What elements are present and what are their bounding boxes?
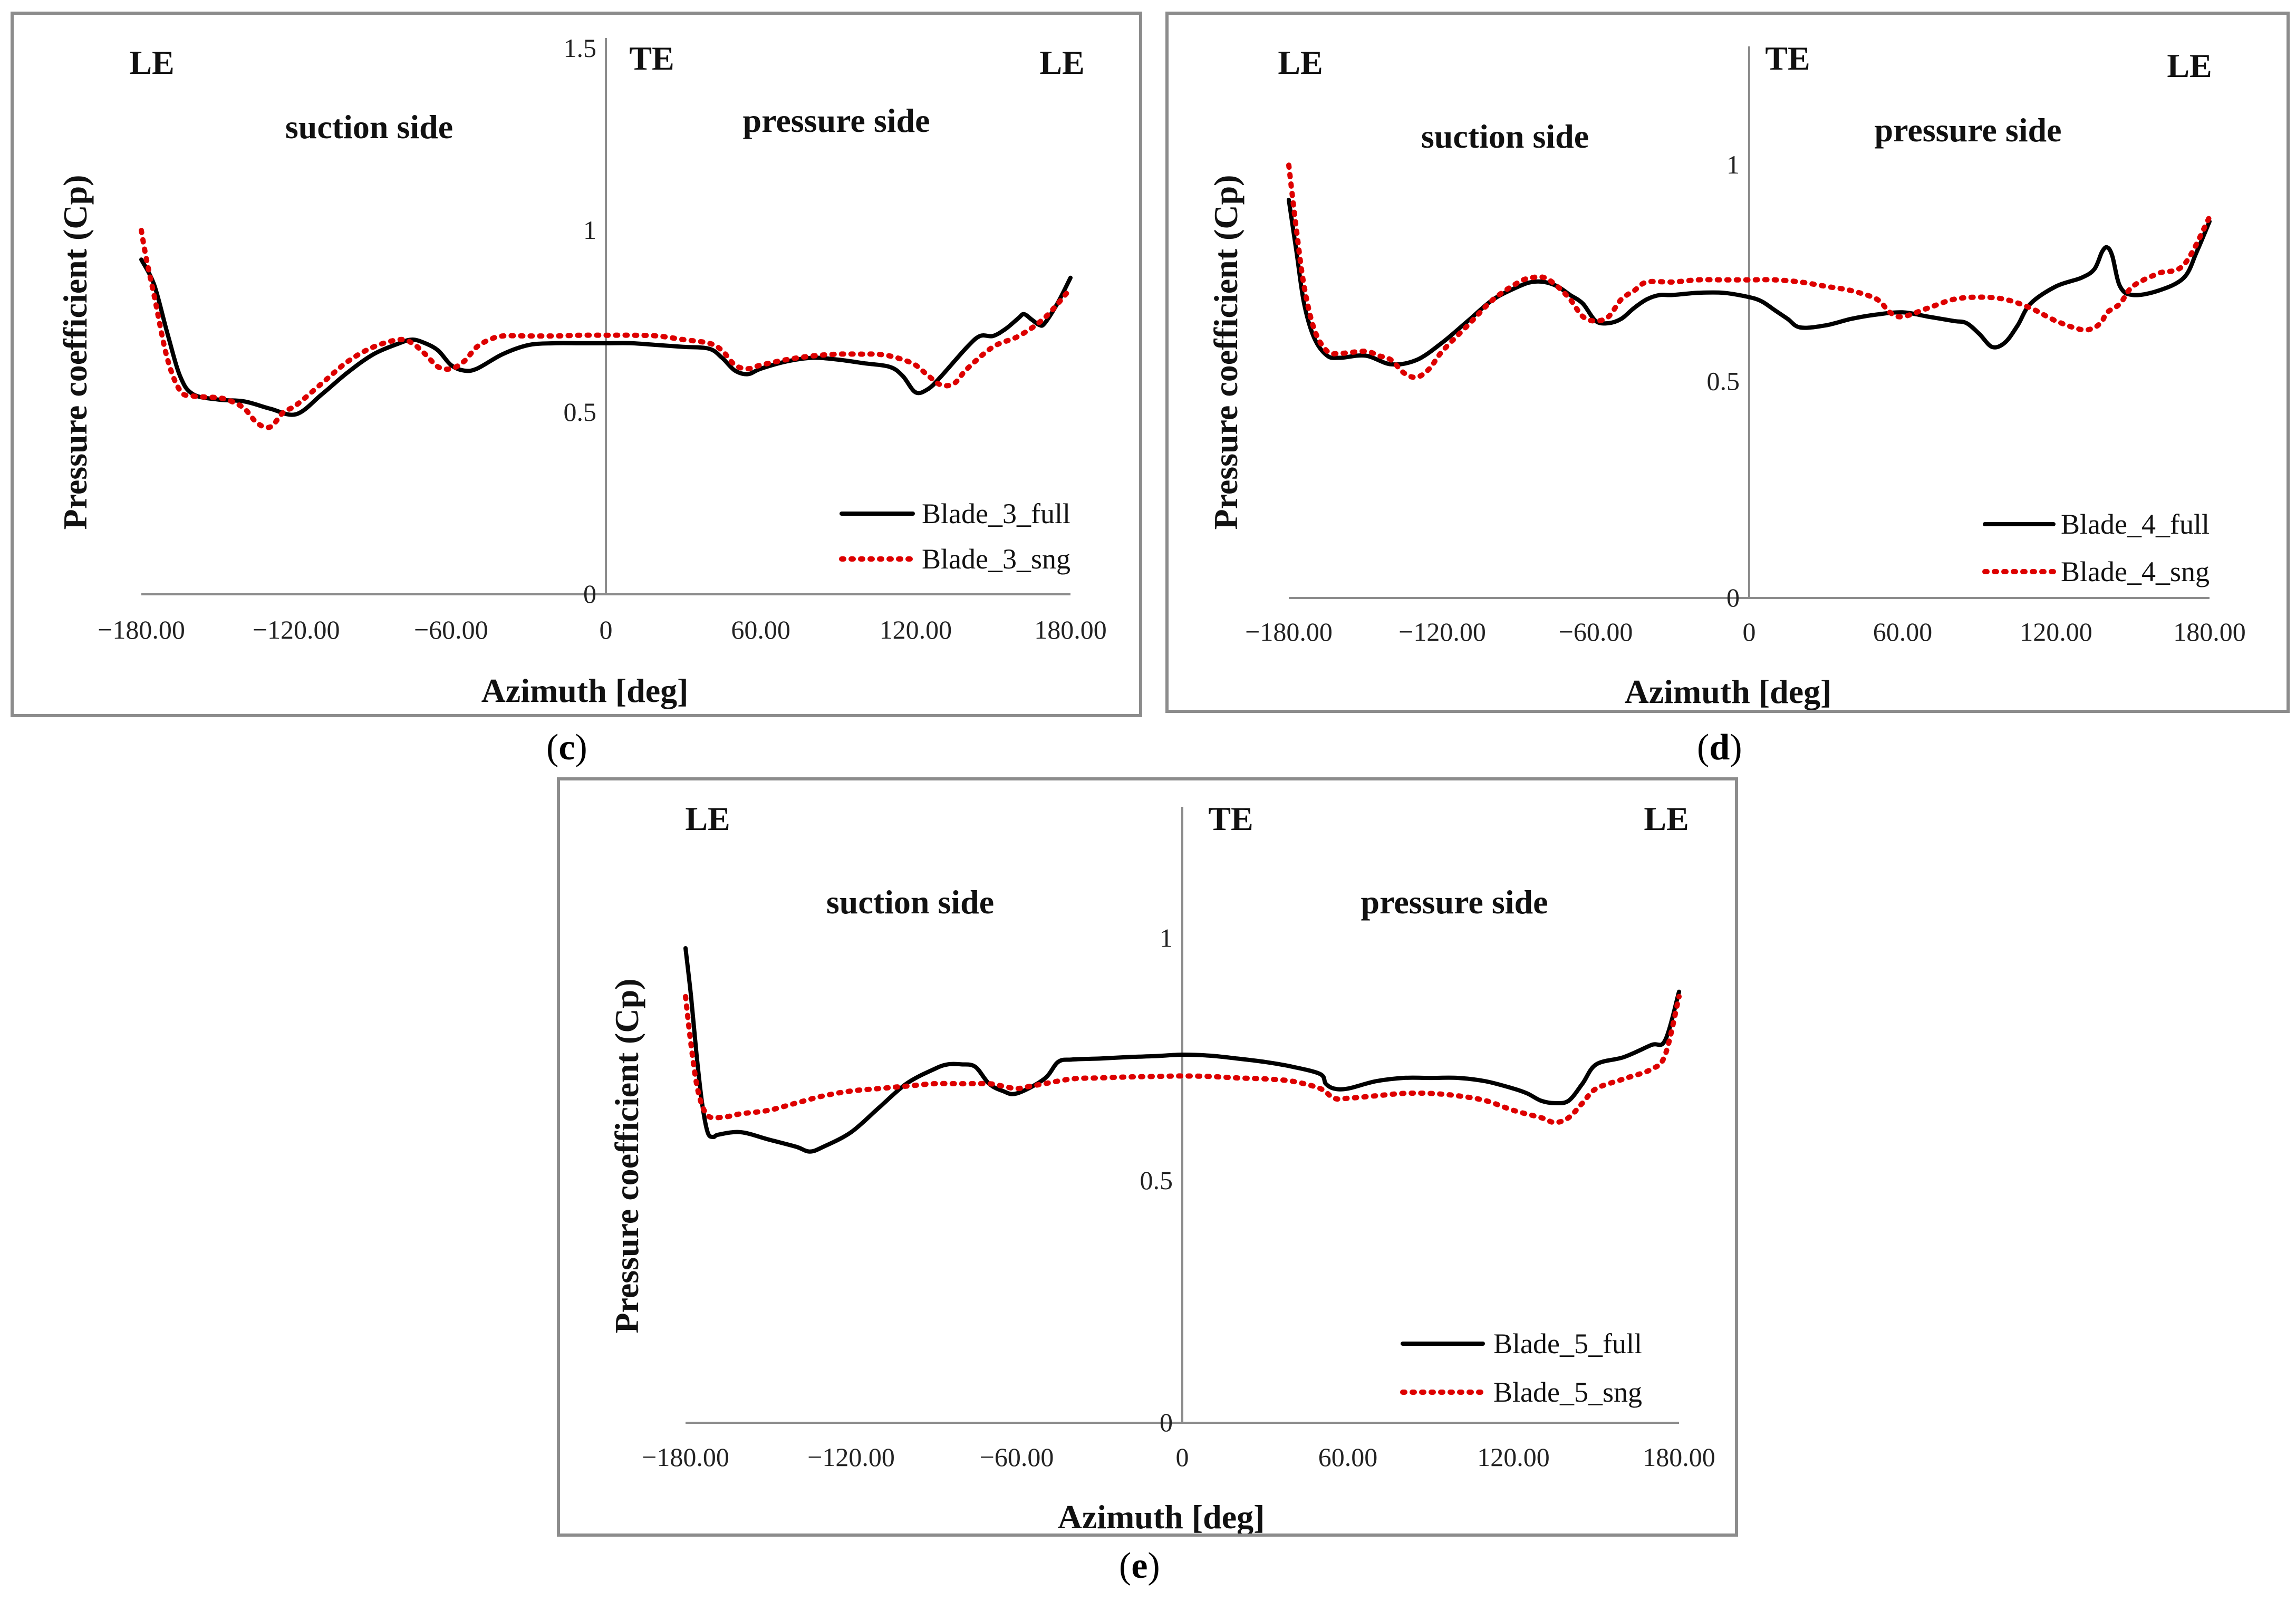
x-tick-label: 60.00: [1873, 617, 1933, 647]
x-tick-label: −60.00: [980, 1442, 1054, 1472]
x-tick-label: 180.00: [1034, 615, 1107, 644]
x-tick-label: 120.00: [2020, 617, 2092, 647]
y-tick-label: 1.5: [564, 33, 597, 63]
y-tick-label: 0.5: [1140, 1165, 1173, 1195]
le-right-annotation: LE: [2167, 47, 2212, 84]
x-tick-label: −120.00: [253, 615, 340, 644]
chart-e-svg: 0 0.5 1 −180.00 −120.00 −60.00 0 60.00 120.00 180…: [608, 800, 1715, 1534]
y-axis-label: Pressure coefficient (Cp): [1207, 175, 1245, 530]
x-tick-label: 120.00: [1477, 1442, 1550, 1472]
series-line-blade-3-full: [139, 257, 1073, 417]
legend-label: Blade_4_full: [2061, 508, 2210, 540]
suction-side-annotation: suction side: [285, 108, 453, 146]
x-tick-label: 120.00: [880, 615, 952, 644]
y-tick-label: 0.5: [564, 397, 597, 427]
pressure-side-annotation: pressure side: [1361, 883, 1548, 921]
suction-side-annotation: suction side: [1421, 118, 1589, 155]
y-tick-label: 0.5: [1707, 367, 1740, 396]
y-tick-label: 0: [1160, 1407, 1173, 1437]
x-tick-label: −180.00: [98, 615, 185, 644]
series-line-blade-4-full: [1287, 197, 2212, 367]
y-tick-label: 0: [1726, 583, 1740, 612]
legend-label: Blade_4_sng: [2061, 556, 2210, 587]
y-tick-label: 1: [1726, 150, 1740, 179]
legend-label: Blade_5_full: [1493, 1328, 1642, 1359]
caption-e: (e): [1119, 1546, 1160, 1586]
x-tick-label: 0: [600, 615, 613, 644]
le-right-annotation: LE: [1644, 800, 1689, 837]
y-tick-label: 1: [1160, 923, 1173, 953]
x-tick-label: −120.00: [1398, 617, 1486, 647]
pressure-side-annotation: pressure side: [1875, 111, 2062, 149]
legend-label: Blade_3_sng: [922, 543, 1070, 575]
y-axis-label: Pressure coefficient (Cp): [608, 979, 645, 1334]
te-annotation: TE: [629, 40, 674, 77]
le-right-annotation: LE: [1039, 44, 1084, 81]
x-tick-label: 0: [1176, 1442, 1189, 1472]
pressure-side-annotation: pressure side: [743, 102, 930, 139]
x-tick-label: −180.00: [1245, 617, 1333, 647]
chart-panel-c: 0 0.5 1 1.5 −180.00 −120.00 −60.00 0 60.00 120.00…: [11, 12, 1142, 717]
caption-c: (c): [546, 727, 587, 768]
x-tick-label: 180.00: [2173, 617, 2246, 647]
suction-side-annotation: suction side: [826, 883, 994, 921]
x-axis-label: Azimuth [deg]: [481, 672, 689, 709]
le-left-annotation: LE: [1278, 44, 1323, 81]
chart-panel-d: 0 0.5 1 −180.00 −120.00 −60.00 0 60.00 120.00 180…: [1165, 12, 2290, 713]
x-tick-label: 180.00: [1643, 1442, 1715, 1472]
series-line-blade-3-sng: [139, 228, 1073, 430]
legend-label: Blade_5_sng: [1493, 1376, 1642, 1408]
series-line-blade-4-sng: [1286, 162, 2212, 380]
series-line-blade-5-sng: [683, 994, 1682, 1125]
x-tick-label: 0: [1743, 617, 1756, 647]
chart-panel-e: 0 0.5 1 −180.00 −120.00 −60.00 0 60.00 120.00 180…: [557, 777, 1738, 1537]
x-axis-label: Azimuth [deg]: [1058, 1498, 1265, 1534]
x-tick-label: −60.00: [1559, 617, 1633, 647]
legend-label: Blade_3_full: [922, 498, 1070, 529]
chart-c-svg: 0 0.5 1 1.5 −180.00 −120.00 −60.00 0 60.00 120.00…: [56, 33, 1107, 709]
x-tick-label: −180.00: [642, 1442, 729, 1472]
y-tick-label: 1: [583, 215, 596, 245]
y-axis-label: Pressure coefficient (Cp): [56, 175, 94, 530]
caption-d: (d): [1697, 727, 1742, 768]
x-axis-label: Azimuth [deg]: [1625, 673, 1832, 710]
le-left-annotation: LE: [129, 44, 174, 81]
le-left-annotation: LE: [685, 800, 730, 837]
y-tick-label: 0: [583, 579, 596, 609]
x-tick-label: 60.00: [731, 615, 790, 644]
x-tick-label: −60.00: [414, 615, 488, 644]
x-tick-label: −120.00: [807, 1442, 895, 1472]
te-annotation: TE: [1765, 40, 1810, 77]
series-line-blade-5-full: [683, 946, 1681, 1154]
x-tick-label: 60.00: [1318, 1442, 1378, 1472]
chart-d-svg: 0 0.5 1 −180.00 −120.00 −60.00 0 60.00 120.00 180…: [1207, 40, 2246, 710]
te-annotation: TE: [1208, 800, 1253, 837]
